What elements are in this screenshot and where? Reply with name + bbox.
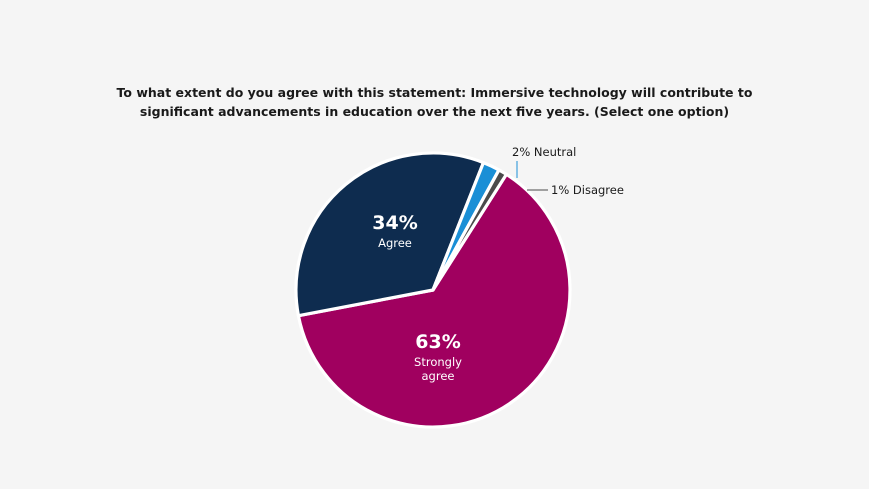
chart-title-line-2: significant advancements in education ov… bbox=[139, 104, 730, 119]
pie-slice-agree bbox=[294, 151, 486, 318]
chart-title-line-1: To what extent do you agree with this st… bbox=[116, 85, 753, 100]
slice-label-strongly-agree-line-2: agree bbox=[422, 369, 455, 383]
slice-percent-strongly-agree: 63% bbox=[415, 331, 460, 353]
pie-slices bbox=[294, 151, 572, 429]
slice-percent-agree: 34% bbox=[372, 212, 417, 234]
chart-title: To what extent do you agree with this st… bbox=[0, 83, 869, 121]
slice-label-neutral: 2% Neutral bbox=[512, 145, 576, 159]
slice-label-disagree: 1% Disagree bbox=[551, 183, 624, 197]
pie-slice-strongly-agree bbox=[296, 172, 572, 429]
slice-label-agree-line-1: Agree bbox=[378, 236, 412, 250]
slice-label-strongly-agree-line-1: Strongly bbox=[414, 355, 462, 369]
pie-slice-disagree bbox=[431, 168, 509, 292]
